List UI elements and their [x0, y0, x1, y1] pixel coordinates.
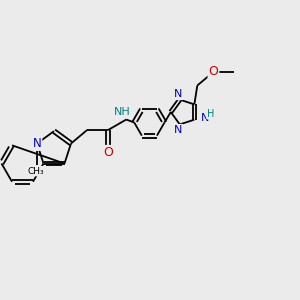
- Text: H: H: [207, 109, 214, 119]
- Text: N: N: [174, 125, 182, 135]
- Text: N: N: [174, 89, 182, 99]
- Text: NH: NH: [114, 107, 131, 117]
- Text: CH₃: CH₃: [27, 167, 44, 176]
- Text: N: N: [201, 113, 209, 123]
- Text: N: N: [33, 137, 41, 150]
- Text: O: O: [208, 65, 218, 78]
- Text: O: O: [103, 146, 113, 159]
